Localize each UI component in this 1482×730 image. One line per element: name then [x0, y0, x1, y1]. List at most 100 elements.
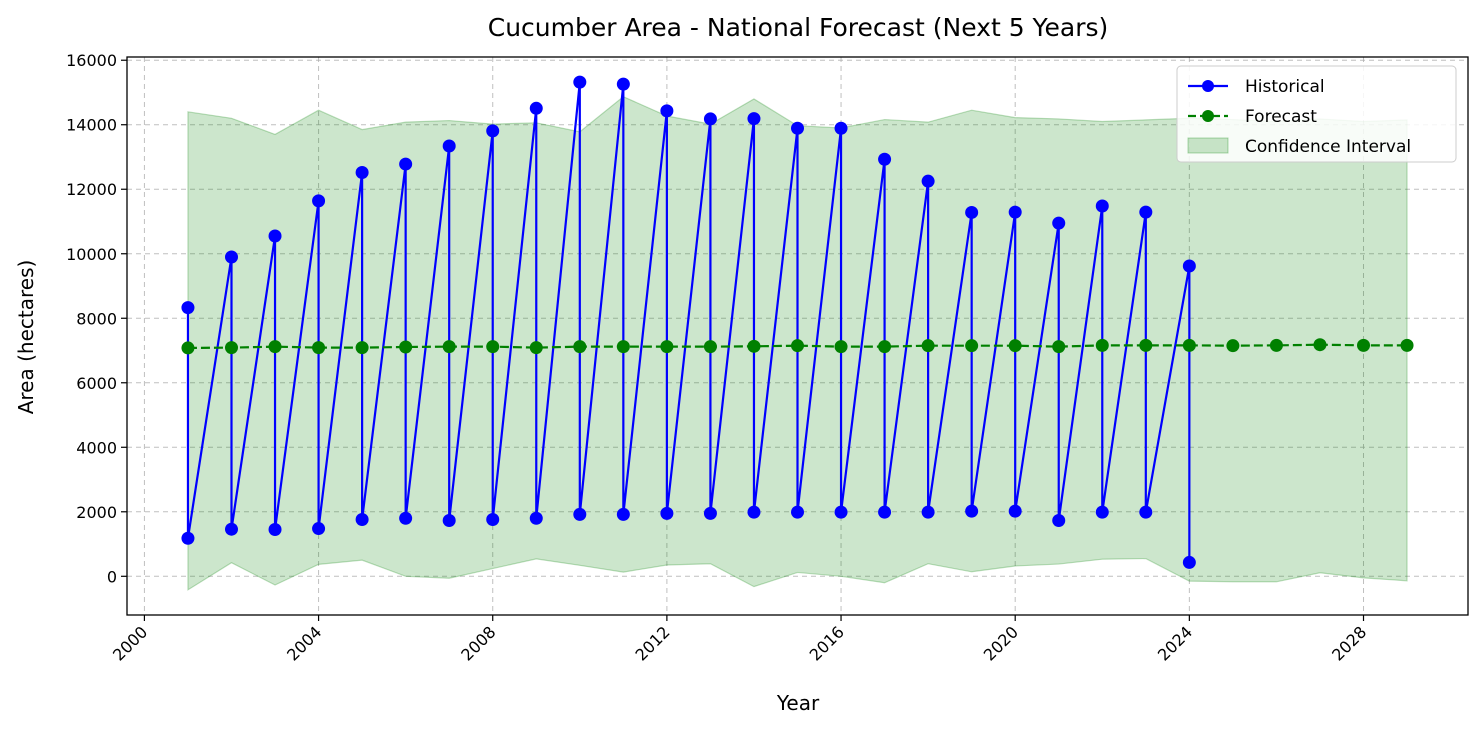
historical-point: [921, 174, 935, 188]
historical-point: [616, 77, 630, 91]
historical-point: [312, 522, 326, 536]
forecast-point: [1400, 338, 1414, 352]
historical-point: [355, 165, 369, 179]
historical-point: [181, 301, 195, 315]
historical-point: [703, 506, 717, 520]
forecast-point: [529, 341, 543, 355]
historical-point: [878, 505, 892, 519]
historical-point: [355, 513, 369, 527]
x-tick-label: 2008: [457, 622, 499, 664]
x-tick-label: 2004: [283, 622, 325, 664]
forecast-point: [1357, 338, 1371, 352]
legend-forecast-label: Forecast: [1245, 107, 1317, 127]
historical-point: [1182, 259, 1196, 273]
historical-point: [747, 505, 761, 519]
y-axis-ticks: 0 2000 4000 6000 8000 10000 12000 14000 16000: [66, 51, 127, 586]
historical-point: [224, 250, 238, 264]
forecast-point: [1313, 338, 1327, 352]
forecast-point: [878, 340, 892, 354]
legend-historical-label: Historical: [1245, 77, 1325, 97]
x-tick-label: 2012: [631, 622, 673, 664]
forecast-point: [1226, 339, 1240, 353]
historical-point: [1095, 199, 1109, 213]
historical-point: [268, 229, 282, 243]
historical-point: [442, 139, 456, 153]
forecast-point: [486, 340, 500, 354]
legend: Historical Forecast Confidence Interval: [1176, 65, 1457, 163]
x-tick-label: 2020: [980, 622, 1022, 664]
historical-point: [529, 101, 543, 115]
historical-point: [1139, 205, 1153, 219]
forecast-point: [1269, 338, 1283, 352]
forecast-point: [660, 340, 674, 354]
legend-box: [1176, 65, 1457, 163]
y-tick-label: 0: [107, 567, 117, 586]
x-tick-label: 2000: [109, 622, 151, 664]
y-axis-label: Area (hectares): [14, 260, 38, 415]
forecast-point: [1095, 338, 1109, 352]
forecast-point: [1182, 338, 1196, 352]
y-tick-label: 14000: [66, 116, 117, 135]
forecast-point: [1139, 338, 1153, 352]
historical-point: [312, 194, 326, 208]
legend-historical-marker: [1202, 80, 1214, 92]
historical-point: [1052, 216, 1066, 230]
forecast-point: [268, 340, 282, 354]
historical-point: [486, 124, 500, 138]
x-tick-label: 2016: [806, 622, 848, 664]
historical-point: [1008, 504, 1022, 518]
legend-forecast-marker: [1202, 110, 1214, 122]
forecast-point: [573, 340, 587, 354]
historical-point: [703, 112, 717, 126]
historical-point: [616, 507, 630, 521]
historical-point: [791, 121, 804, 135]
forecast-point: [921, 339, 935, 353]
chart-title: Cucumber Area - National Forecast (Next …: [488, 13, 1109, 42]
forecast-line: [187, 343, 1408, 350]
historical-point: [224, 522, 238, 536]
y-tick-label: 2000: [76, 503, 117, 522]
forecast-point: [181, 341, 195, 355]
historical-point: [965, 205, 979, 219]
historical-point: [965, 504, 979, 518]
historical-point: [660, 104, 674, 118]
historical-point: [1095, 505, 1109, 519]
forecast-point: [399, 340, 413, 354]
forecast-point: [1052, 340, 1066, 354]
forecast-point: [747, 339, 761, 353]
x-tick-label: 2024: [1154, 622, 1196, 664]
historical-point: [573, 507, 587, 521]
forecast-point: [1008, 339, 1022, 353]
legend-confidence-swatch: [1187, 137, 1229, 154]
x-axis-label: Year: [776, 691, 820, 715]
forecast-point: [312, 341, 326, 355]
historical-point: [268, 523, 282, 537]
forecast-point: [703, 340, 717, 354]
historical-point: [1052, 513, 1066, 527]
historical-point: [1139, 505, 1153, 519]
historical-point: [834, 121, 848, 135]
historical-point: [1008, 205, 1022, 219]
historical-point: [529, 511, 543, 525]
y-tick-label: 6000: [76, 374, 117, 393]
historical-point: [573, 75, 587, 89]
forecast-series-layer: [181, 338, 1414, 355]
historical-point: [747, 112, 761, 126]
historical-point: [791, 505, 804, 519]
historical-line: [186, 81, 1191, 563]
forecast-point: [224, 341, 238, 355]
historical-point: [1182, 555, 1196, 569]
historical-point: [399, 157, 413, 171]
forecast-point: [965, 339, 979, 353]
historical-point: [660, 506, 674, 520]
y-tick-label: 16000: [66, 51, 117, 70]
forecast-point: [616, 340, 630, 354]
forecast-point: [791, 339, 804, 353]
y-tick-label: 10000: [66, 245, 117, 264]
x-tick-label: 2028: [1328, 622, 1370, 664]
historical-point: [486, 513, 500, 527]
forecast-point: [834, 340, 848, 354]
historical-point: [442, 513, 456, 527]
historical-point: [399, 511, 413, 525]
